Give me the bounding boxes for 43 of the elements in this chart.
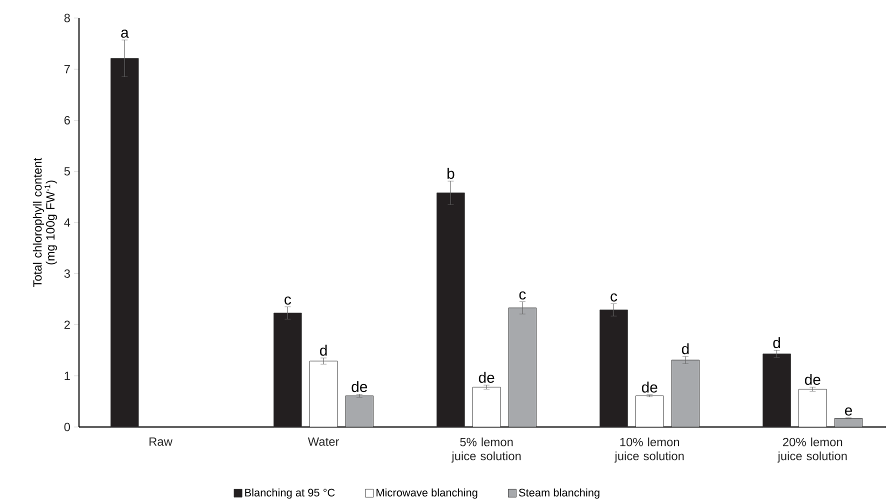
bar (508, 308, 537, 428)
data-label: de (642, 382, 658, 393)
bar (671, 360, 700, 428)
data-label: a (121, 30, 129, 38)
data-label: b (448, 168, 454, 179)
y-tick-label: 4 (64, 218, 70, 227)
y-tick-label: 6 (64, 116, 70, 124)
bar (436, 192, 465, 428)
x-tick-label: 5% lemon juice solution (451, 438, 521, 463)
bar (472, 386, 501, 428)
legend-label: Blanching at 95 °C (245, 488, 335, 499)
bar (798, 388, 827, 428)
data-label: e (845, 407, 852, 416)
legend-label: Microwave blanching (376, 488, 478, 499)
x-tick-label: 20% lemon juice solution (777, 438, 847, 463)
bar (636, 396, 664, 428)
y-tick-label: 5 (64, 167, 70, 176)
data-label: d (773, 337, 780, 348)
y-tick-label: 1 (64, 372, 70, 380)
y-tick-label: 2 (64, 320, 70, 329)
data-label: c (610, 293, 618, 302)
y-tick-label: 3 (64, 269, 70, 278)
data-label: de (352, 381, 368, 392)
bar (274, 312, 302, 428)
y-tick-label: 7 (64, 65, 70, 74)
y-tick-label: 0 (64, 422, 70, 432)
data-label: d (682, 343, 689, 354)
data-label: d (320, 344, 327, 356)
bar (110, 58, 139, 428)
bar (309, 360, 338, 428)
data-label: de (478, 372, 494, 383)
bar (834, 418, 863, 428)
data-label: de (804, 374, 820, 385)
bar (600, 310, 628, 428)
x-tick-label: 10% lemon juice solution (614, 438, 684, 463)
data-label: c (519, 291, 526, 300)
bar (345, 396, 374, 428)
bar (762, 354, 791, 428)
x-tick-label: Water (308, 438, 340, 446)
x-tick-label: Raw (150, 438, 172, 446)
legend-label: Steam blanching (518, 488, 600, 499)
y-tick-label: 8 (64, 14, 70, 22)
data-label: c (284, 296, 292, 305)
